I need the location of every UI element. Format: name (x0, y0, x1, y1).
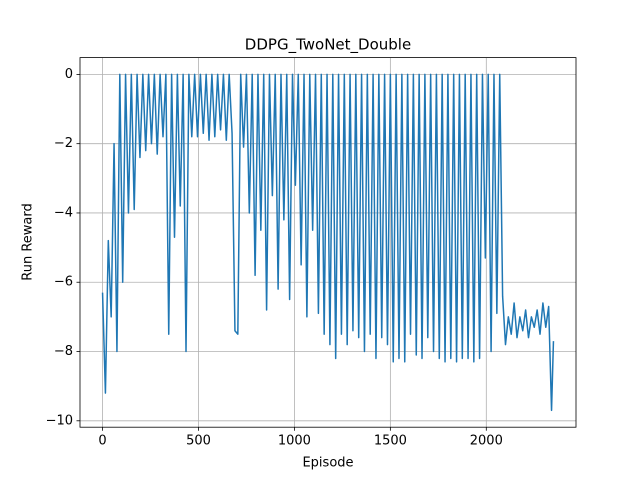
chart-title: DDPG_TwoNet_Double (245, 36, 411, 55)
y-tick-label: −10 (46, 413, 73, 428)
y-tick-label: −2 (54, 136, 73, 151)
x-tick-label: 0 (98, 434, 106, 449)
y-tick-label: −6 (54, 275, 73, 290)
plot-area (80, 57, 576, 428)
x-tick-label: 2000 (470, 434, 503, 449)
y-tick-label: −4 (54, 205, 73, 220)
x-tick-label: 1000 (278, 434, 311, 449)
x-axis-label: Episode (302, 456, 353, 471)
x-tick-label: 1500 (374, 434, 407, 449)
y-tick-label: −8 (54, 344, 73, 359)
data-line (101, 73, 555, 412)
axes-frame (79, 57, 577, 428)
y-axis-label: Run Reward (21, 203, 36, 280)
y-tick-label: 0 (65, 67, 73, 82)
x-tick-label: 500 (186, 434, 211, 449)
